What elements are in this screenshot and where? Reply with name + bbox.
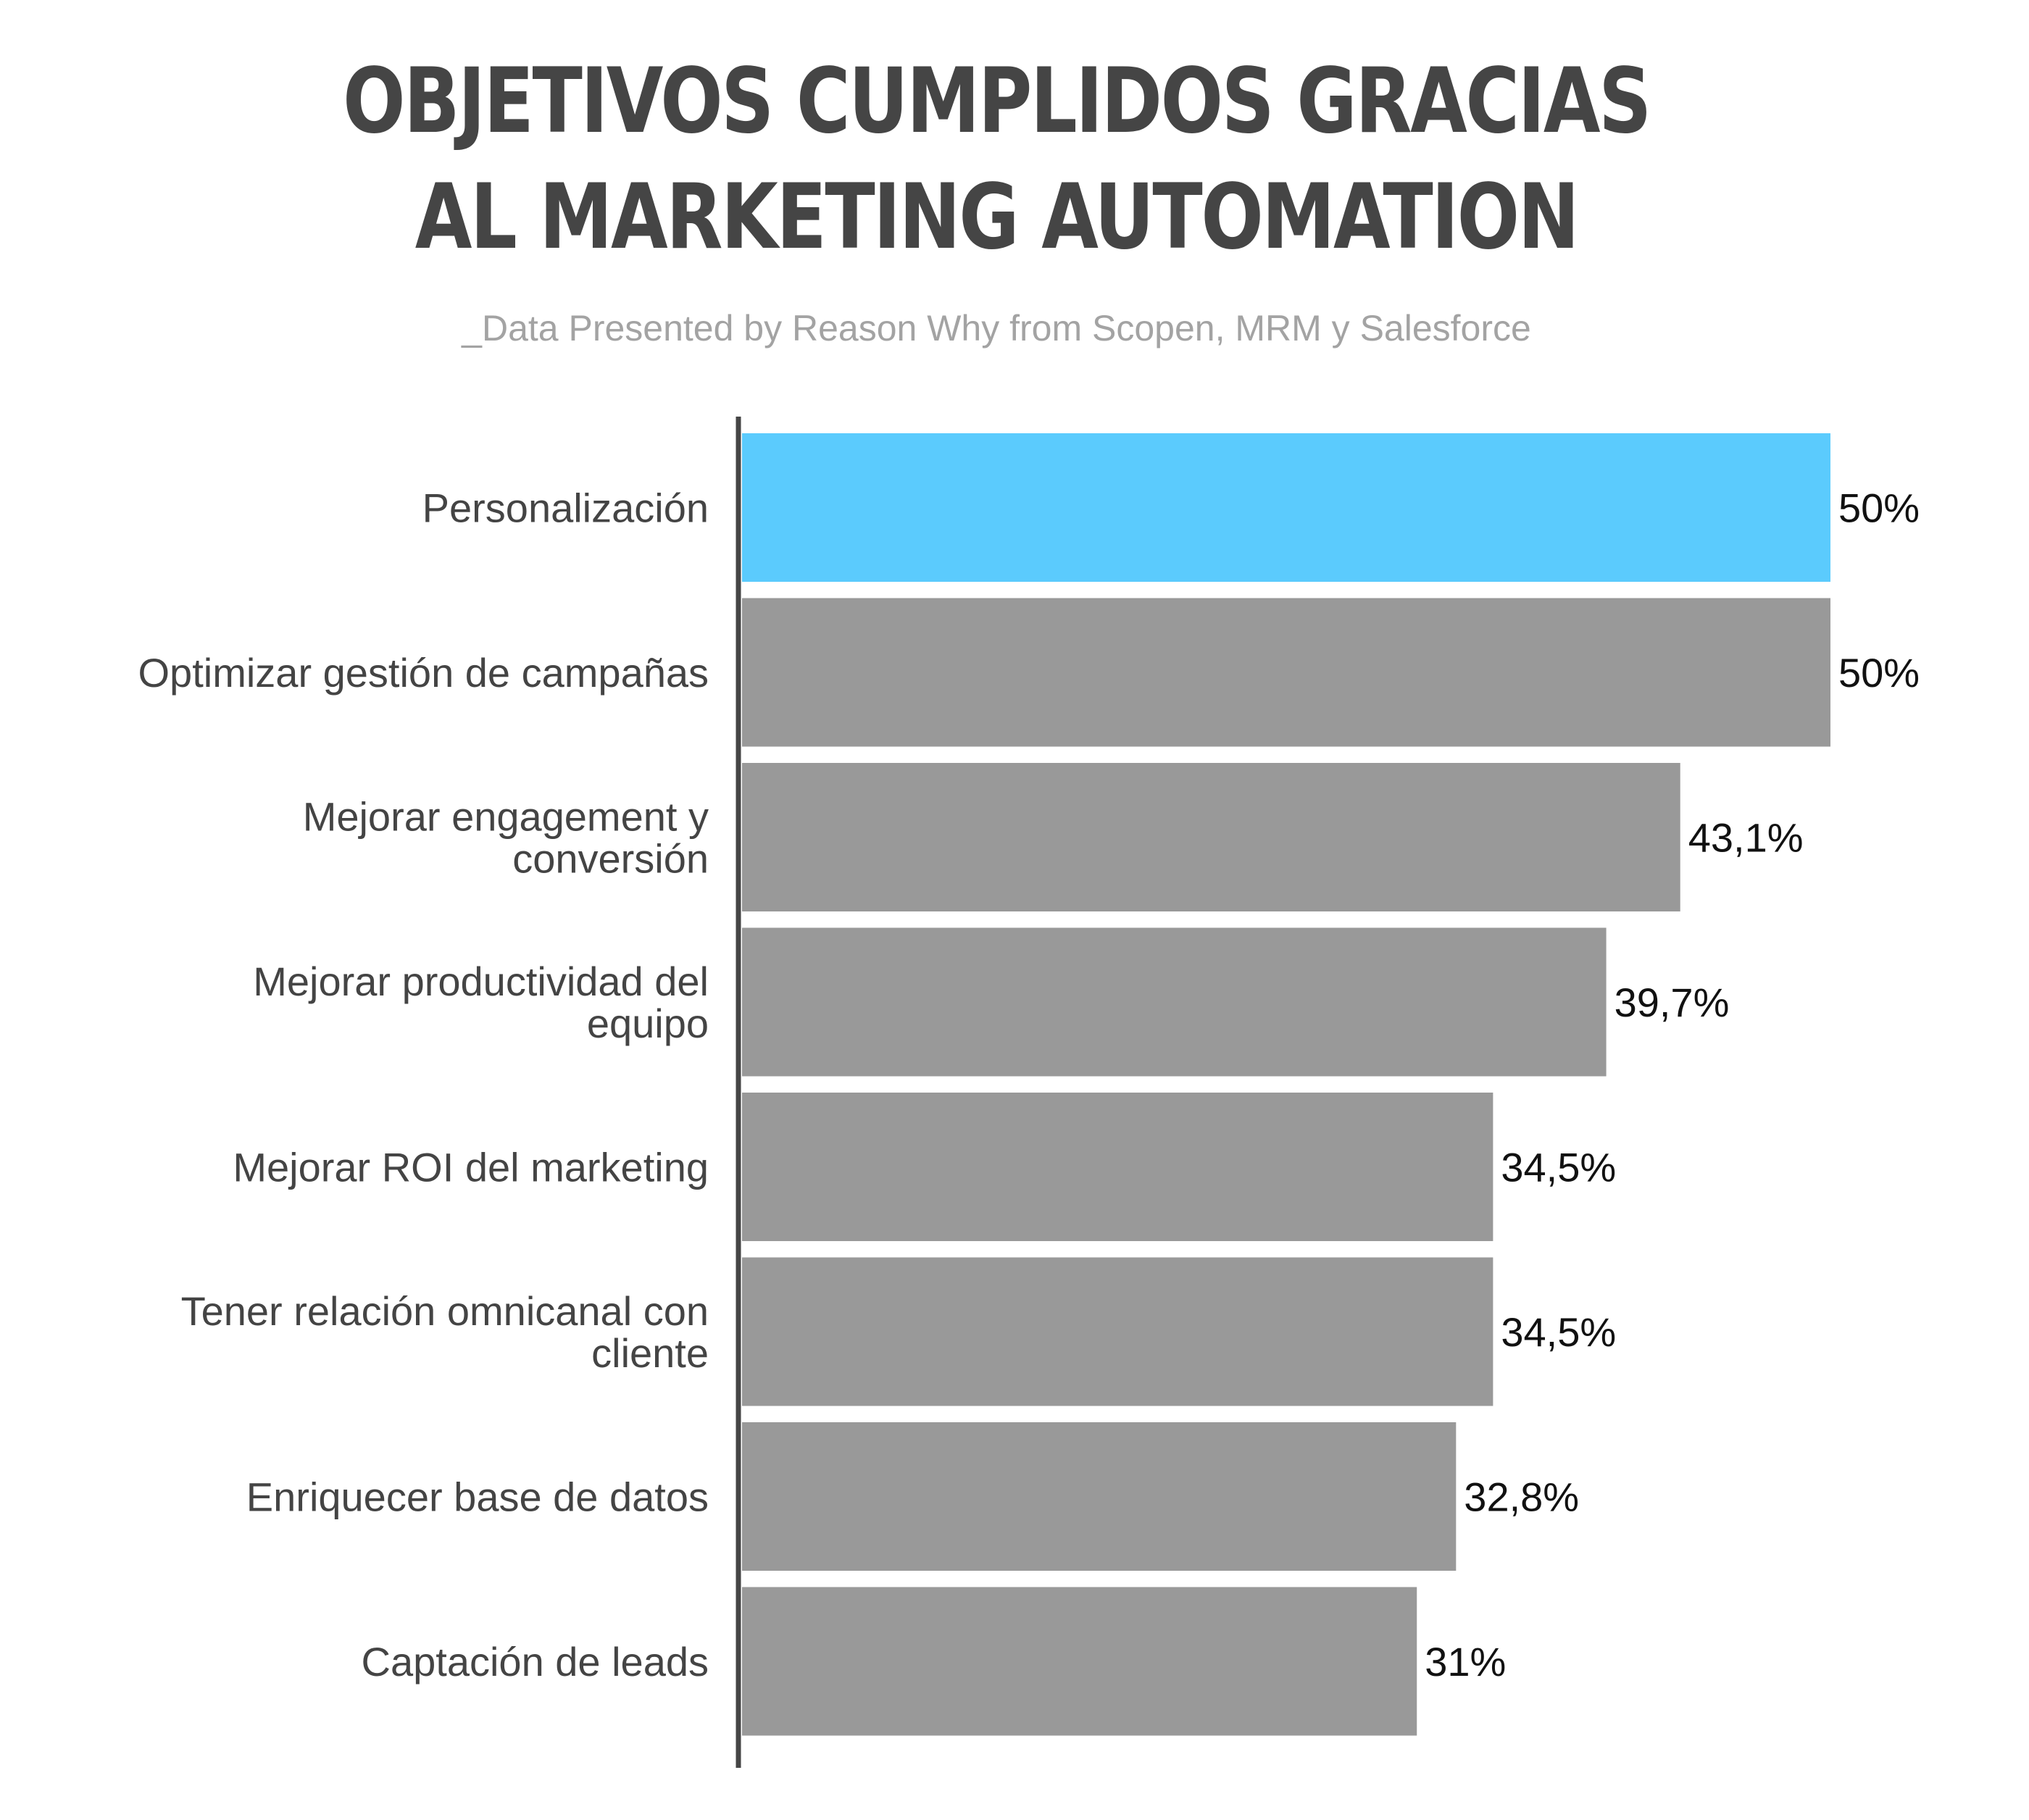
bar-2	[742, 598, 1830, 747]
category-label-3-line-2: conversión	[512, 836, 709, 882]
bar-3	[742, 763, 1680, 911]
category-label-8: Captación de leads	[362, 1639, 709, 1685]
category-label-4-line-1: Mejorar productividad del	[253, 959, 709, 1004]
bar-6	[742, 1257, 1493, 1406]
category-label-5: Mejorar ROI del marketing	[233, 1145, 709, 1190]
value-label-4: 39,7%	[1615, 980, 1730, 1025]
value-label-1: 50%	[1838, 485, 1920, 531]
category-label-2: Optimizar gestión de campañas	[138, 650, 709, 696]
category-label-1: Personalización	[422, 485, 709, 531]
category-label-6-line-2: cliente	[591, 1330, 709, 1376]
category-label-6-line-1: Tener relación omnicanal con	[181, 1288, 709, 1334]
bar-7	[742, 1422, 1457, 1571]
chart-title: OBJETIVOS CUMPLIDOS GRACIAS AL MARKETING…	[343, 49, 1651, 270]
value-label-6: 34,5%	[1501, 1309, 1616, 1355]
value-label-2: 50%	[1838, 650, 1920, 696]
bar-4	[742, 927, 1607, 1077]
value-label-7: 32,8%	[1464, 1474, 1579, 1520]
bar-5	[742, 1093, 1493, 1241]
value-label-5: 34,5%	[1501, 1145, 1616, 1190]
value-label-3: 43,1%	[1688, 815, 1804, 861]
category-label-7: Enriquecer base de datos	[246, 1474, 709, 1520]
category-label-3-line-1: Mejorar engagement y	[303, 794, 709, 840]
bar-1	[742, 433, 1830, 582]
value-label-8: 31%	[1425, 1639, 1506, 1685]
category-label-4-line-2: equipo	[587, 1001, 709, 1046]
chart-subtitle: _Data Presented by Reason Why from Scope…	[462, 308, 1531, 348]
bar-8	[742, 1587, 1417, 1736]
